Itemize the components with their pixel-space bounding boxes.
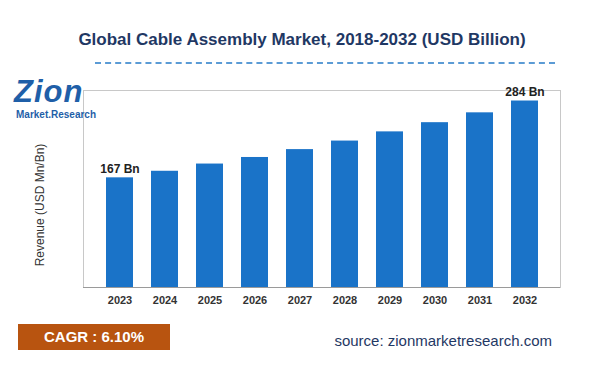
svg-text:2031: 2031	[468, 294, 492, 306]
html-text:Global Cable Assembly Market,: Global Cable Assembly Market, 2018-2032 …	[78, 30, 526, 49]
svg-text:2026: 2026	[243, 294, 267, 306]
svg-text:2023: 2023	[108, 294, 132, 306]
html-text:Zion: Zion	[14, 74, 84, 109]
svg-text:2027: 2027	[288, 294, 312, 306]
html-text:Revenue (USD Mn/Bn): Revenue (USD Mn/Bn)	[33, 143, 47, 267]
html-text:Market.Research: Market.Research	[16, 109, 96, 120]
html-text:CAGR : 6.10%: CAGR : 6.10%	[44, 328, 144, 345]
svg-text:2030: 2030	[423, 294, 447, 306]
svg-text:167 Bn: 167 Bn	[100, 162, 139, 176]
svg-text:2032: 2032	[513, 294, 537, 306]
html-text:source: zionmarketresearch.com: source: zionmarketresearch.com	[334, 332, 552, 349]
svg-text:2028: 2028	[333, 294, 357, 306]
svg-text:284 Bn: 284 Bn	[505, 85, 544, 99]
svg-text:2029: 2029	[378, 294, 402, 306]
svg-text:2024: 2024	[153, 294, 178, 306]
svg-text:2025: 2025	[198, 294, 222, 306]
